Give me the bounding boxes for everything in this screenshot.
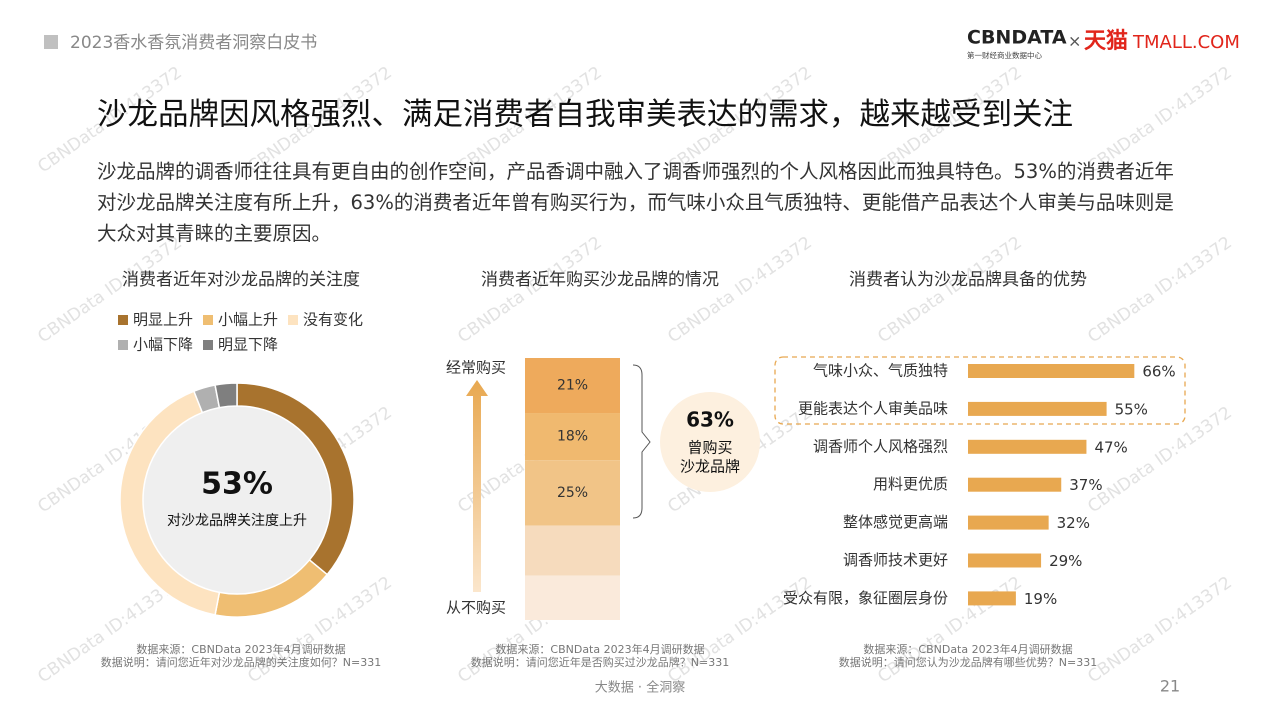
watermark: CBNData ID:413372	[664, 233, 816, 347]
value-label: 32%	[1057, 514, 1090, 532]
donut-segment	[214, 382, 238, 409]
callout-text: 曾购买	[687, 439, 732, 457]
callout-circle	[660, 392, 760, 492]
logo: CBNDATA	[967, 27, 1067, 49]
logo-sub: 第一财经商业数据中心	[967, 50, 1042, 60]
category-label: 用料更优质	[873, 475, 948, 493]
value-label: 18%	[557, 429, 588, 445]
watermark: CBNData ID:413372	[34, 233, 186, 347]
value-label: 55%	[1115, 400, 1148, 418]
legend-swatch	[203, 340, 213, 350]
value-label: 37%	[1069, 476, 1102, 494]
chart-title: 消费者近年购买沙龙品牌的情况	[481, 270, 719, 290]
bar	[968, 591, 1016, 606]
category-label: 调香师个人风格强烈	[813, 437, 948, 455]
note: 数据说明：请问您认为沙龙品牌有哪些优势？N=331	[839, 655, 1097, 669]
bar	[968, 553, 1042, 568]
column-segment	[525, 575, 620, 620]
center-text: 对沙龙品牌关注度上升	[167, 512, 307, 529]
legend-swatch	[118, 340, 128, 350]
column-segment	[525, 358, 620, 414]
note: 数据说明：请问您近年对沙龙品牌的关注度如何？N=331	[101, 655, 381, 669]
watermark: CBNData ID:413372	[454, 233, 606, 347]
partner: 天猫	[1084, 29, 1128, 54]
watermark: CBNData ID:413372	[1084, 403, 1236, 517]
category-label: 受众有限，象征圈层身份	[783, 589, 948, 607]
partner-en: TMALL.COM	[1132, 32, 1240, 53]
value-label: 19%	[1024, 590, 1057, 608]
axis-bottom-label: 从不购买	[446, 599, 506, 617]
legend-label: 小幅上升	[218, 311, 278, 329]
legend-label: 小幅下降	[133, 336, 193, 354]
legend-label: 明显上升	[133, 311, 193, 329]
legend-swatch	[203, 315, 213, 325]
callout-value: 63%	[686, 408, 734, 432]
legend-swatch	[118, 315, 128, 325]
center-value: 53%	[201, 467, 273, 502]
report-name: 2023香水香氛消费者洞察白皮书	[70, 33, 317, 53]
bar	[968, 401, 1107, 416]
bar	[968, 364, 1135, 378]
value-label: 29%	[1049, 552, 1082, 570]
body-text: 沙龙品牌的调香师往往具有更自由的创作空间，产品香调中融入了调香师强烈的个人风格因…	[97, 160, 1174, 245]
bracket	[632, 364, 651, 519]
highlight-box	[774, 356, 1186, 425]
source: 数据来源：CBNData 2023年4月调研数据	[136, 642, 345, 656]
legend-label: 明显下降	[218, 336, 278, 354]
bar	[968, 439, 1087, 454]
column-segment	[525, 413, 620, 461]
header-square	[44, 35, 58, 49]
category-label: 整体感觉更高端	[843, 513, 948, 531]
category-label: 调香师技术更好	[843, 551, 948, 569]
page-number: 21	[1160, 677, 1180, 696]
column-segment	[525, 460, 620, 526]
value-label: 25%	[557, 485, 588, 501]
footer-slogan: 大数据 · 全洞察	[595, 680, 685, 696]
value-label: 47%	[1094, 438, 1127, 456]
note: 数据说明：请问您近年是否购买过沙龙品牌？N=331	[471, 655, 729, 669]
chart-title: 消费者近年对沙龙品牌的关注度	[122, 270, 360, 290]
times: ×	[1068, 32, 1081, 51]
axis-top-label: 经常购买	[446, 359, 506, 377]
source: 数据来源：CBNData 2023年4月调研数据	[863, 642, 1072, 656]
category-label: 更能表达个人审美品味	[798, 399, 948, 417]
bar	[968, 477, 1062, 492]
source: 数据来源：CBNData 2023年4月调研数据	[495, 642, 704, 656]
value-label: 66%	[1142, 363, 1175, 381]
legend-label: 没有变化	[303, 311, 363, 329]
category-label: 气味小众、气质独特	[813, 362, 948, 380]
watermark: CBNData ID:413372	[1084, 573, 1236, 687]
arrow	[466, 380, 488, 592]
bar	[968, 515, 1049, 530]
donut-center	[143, 406, 331, 594]
column-segment	[525, 525, 620, 576]
chart-title: 消费者认为沙龙品牌具备的优势	[849, 270, 1087, 290]
watermark: CBNData ID:413372	[1084, 233, 1236, 347]
value-label: 21%	[557, 378, 588, 394]
watermark: CBNData ID:413372	[874, 233, 1026, 347]
callout-text: 沙龙品牌	[680, 458, 740, 476]
legend-swatch	[288, 315, 298, 325]
slide-title: 沙龙品牌因风格强烈、满足消费者自我审美表达的需求，越来越受到关注	[97, 98, 1073, 133]
